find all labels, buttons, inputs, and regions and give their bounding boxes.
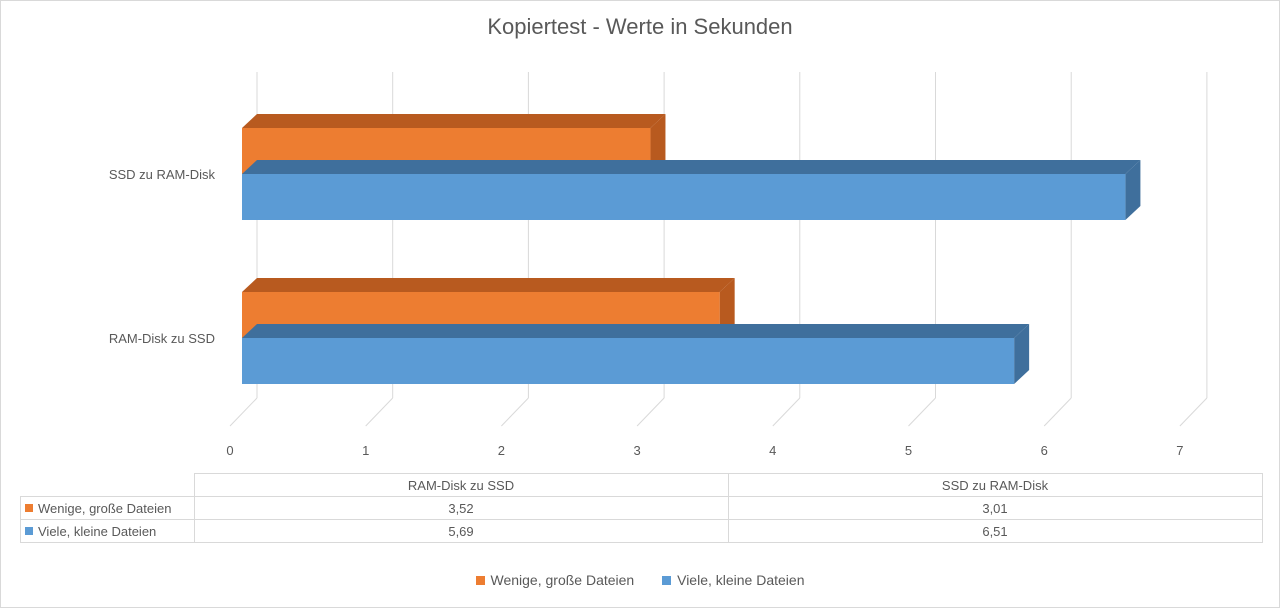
chart-legend: Wenige, große Dateien Viele, kleine Date… — [0, 572, 1280, 588]
bar-side-face — [650, 114, 666, 174]
bar — [242, 174, 1126, 220]
x-tick-label: 3 — [633, 443, 640, 458]
data-table-cell: 3,01 — [727, 496, 1263, 520]
floor-line — [908, 397, 936, 427]
legend-swatch — [25, 504, 33, 513]
data-table-row: Wenige, große Dateien 3,52 3,01 — [20, 496, 1263, 520]
floor-line — [365, 397, 394, 427]
data-table-header: RAM-Disk zu SSD — [193, 473, 729, 497]
data-table: RAM-Disk zu SSD SSD zu RAM-Disk Wenige, … — [20, 473, 1263, 543]
x-tick-label: 4 — [769, 443, 776, 458]
chart-plot-area: 0 1 2 3 4 5 6 7 RAM-Disk zu SSD SSD zu RAM-Disk — [109, 72, 1208, 458]
data-table-cell: 6,51 — [727, 519, 1263, 543]
series-label: Viele, kleine Dateien — [38, 523, 157, 539]
floor-line — [229, 397, 258, 427]
floor-line — [1179, 397, 1208, 427]
bar-side-face — [1014, 324, 1030, 384]
category-label: RAM-Disk zu SSD — [109, 331, 215, 346]
bar-top-face — [242, 278, 735, 292]
floor-line — [772, 397, 801, 427]
bar — [242, 338, 1015, 384]
x-tick-label: 1 — [362, 443, 369, 458]
data-table-series-name: Wenige, große Dateien — [20, 496, 195, 520]
data-table-header-row: RAM-Disk zu SSD SSD zu RAM-Disk — [20, 473, 1263, 497]
data-table-series-name: Viele, kleine Dateien — [20, 519, 195, 543]
floor-line — [636, 397, 665, 427]
legend-item: Wenige, große Dateien — [475, 572, 635, 588]
floor-line — [501, 397, 529, 427]
x-tick-label: 7 — [1176, 443, 1183, 458]
bar-side-face — [719, 278, 735, 338]
category-label: SSD zu RAM-Disk — [109, 167, 216, 182]
bar-top-face — [242, 160, 1141, 174]
data-table-cell: 5,69 — [193, 519, 729, 543]
data-table-corner — [20, 473, 195, 497]
legend-label: Wenige, große Dateien — [490, 572, 635, 588]
legend-swatch — [475, 575, 485, 585]
x-tick-label: 6 — [1041, 443, 1048, 458]
chart-title: Kopiertest - Werte in Sekunden — [487, 14, 793, 39]
data-table-row: Viele, kleine Dateien 5,69 6,51 — [20, 519, 1263, 543]
bar-top-face — [242, 324, 1030, 338]
legend-swatch — [662, 575, 672, 585]
floor-line — [1043, 397, 1072, 427]
legend-label: Viele, kleine Dateien — [677, 572, 805, 588]
series-label: Wenige, große Dateien — [38, 500, 172, 516]
legend-item: Viele, kleine Dateien — [662, 572, 805, 588]
bar-side-face — [1125, 160, 1141, 220]
x-tick-label: 2 — [498, 443, 505, 458]
data-table-cell: 3,52 — [193, 496, 729, 520]
x-tick-label: 5 — [905, 443, 912, 458]
data-table-header: SSD zu RAM-Disk — [727, 473, 1263, 497]
legend-swatch — [25, 527, 33, 536]
x-tick-label: 0 — [226, 443, 233, 458]
bar-top-face — [242, 114, 666, 128]
